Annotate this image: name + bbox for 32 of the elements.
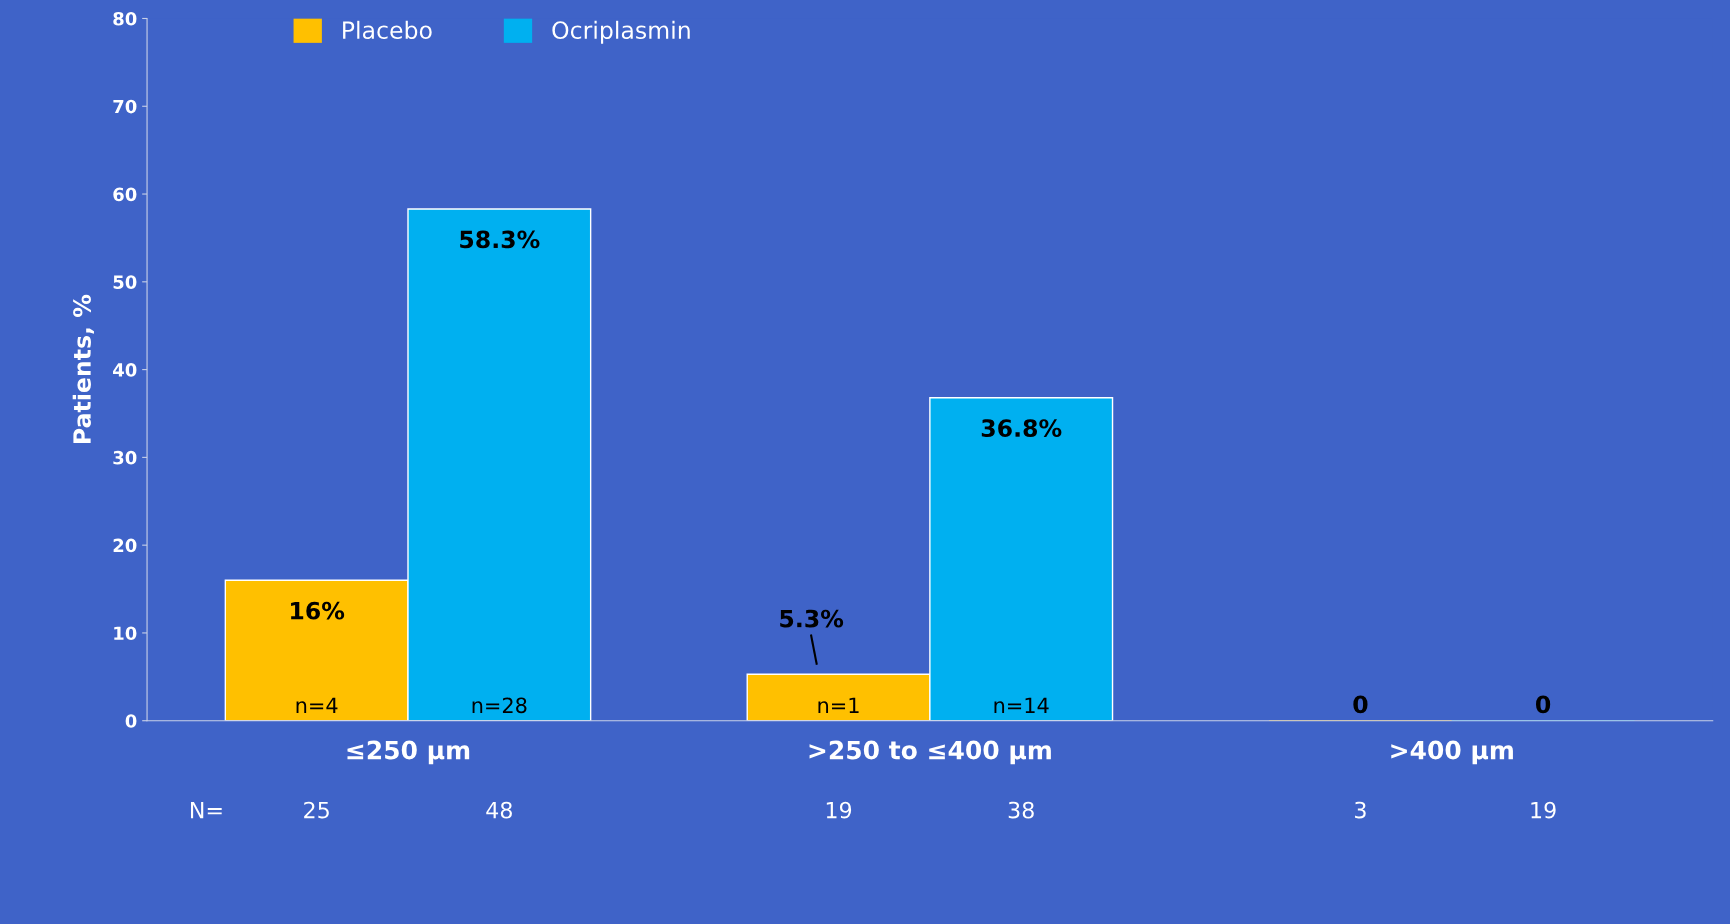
text: N= [190,801,222,819]
data-label: 0 [1536,695,1551,714]
y-axis-title: Patients, % [72,294,94,443]
annotation: n=14 [994,697,1049,713]
y-tick-label: 0 [125,714,137,728]
legend-label: Ocriplasmin [552,20,690,44]
data-label: 36.8% [981,419,1062,438]
y-tick-label: 60 [113,187,137,202]
annotation: n=1 [818,697,859,713]
data-label: 58.3% [460,230,540,249]
text: 48 [486,801,512,819]
y-tick-label: 20 [113,538,137,553]
y-tick-label: 30 [113,450,137,465]
x-tick-label: >400 µm [1391,740,1513,765]
annotation: n=28 [472,697,527,714]
data-label: 16% [291,601,345,620]
y-tick-label: 70 [113,99,137,114]
y-tick-label: 40 [113,363,137,377]
text: 25 [304,801,329,819]
data-label: 5.3% [780,609,844,628]
y-tick-label: 50 [113,275,137,289]
annotation: n=4 [296,697,338,713]
text: 19 [826,801,852,819]
x-tick-label: >250 to ≤400 µm [809,740,1051,765]
y-tick-label: 10 [114,626,137,641]
y-tick-label: 80 [113,11,137,26]
text: 38 [1008,801,1034,819]
x-tick-label: ≤250 µm [347,740,470,765]
text: 3 [1355,801,1366,819]
data-label: 0 [1353,695,1368,714]
text: 19 [1531,801,1556,819]
legend-label: Placebo [343,20,432,40]
